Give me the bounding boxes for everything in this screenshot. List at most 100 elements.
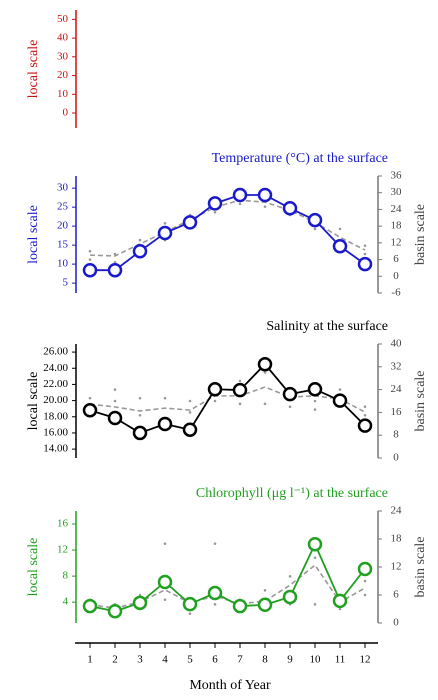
sample-point [138,238,142,242]
sample-point [213,399,217,403]
sample-point [188,411,192,414]
sample-point [238,402,242,406]
y2-tick-label: -6 [391,287,401,299]
y-axis-label: local scale [26,372,41,431]
local-marker [182,422,198,437]
local-marker [257,187,273,203]
local-marker [232,382,248,398]
sample-point [88,249,92,253]
sample-point [313,399,317,403]
y-tick-label: 40 [57,32,69,44]
sample-point [138,413,142,417]
sample-point [213,603,217,606]
y2-axis-label: basin scale [413,204,428,265]
y-tick-label: 5 [63,277,69,289]
local-marker [257,356,273,372]
local-marker [332,393,348,408]
y-tick-label: 15 [57,239,69,251]
local-marker [282,201,298,216]
sample-point [188,399,192,403]
sample-point [113,399,117,403]
local-marker [132,243,148,259]
sample-point [363,413,367,417]
sample-point [113,252,117,256]
sample-point [338,388,342,391]
local-marker [107,410,123,426]
local-marker [207,196,223,211]
sample-point [163,396,167,400]
local-marker [307,382,323,397]
y-tick-label: 0 [63,107,69,119]
local-marker [157,225,173,241]
local-marker [132,425,148,441]
local-marker [207,382,223,397]
local-marker [107,604,123,619]
x-tick-label: 7 [237,654,243,666]
basin-line [89,563,366,609]
local-marker [332,593,348,609]
y2-tick-label: 24 [391,505,403,517]
y2-tick-label: 18 [391,533,403,545]
y2-tick-label: 12 [391,236,402,248]
y2-tick-label: 30 [391,186,403,198]
y2-tick-label: 32 [391,360,402,372]
sample-point [363,252,367,256]
x-tick-label: 11 [335,654,346,666]
x-tick-label: 9 [287,654,293,666]
y2-tick-label: 16 [391,406,403,418]
local-marker [357,256,373,272]
sample-point [313,556,317,559]
local-marker [332,239,348,254]
y-tick-label: 18.00 [43,410,68,422]
y2-tick-label: 6 [393,253,399,265]
y-tick-label: 14.00 [43,443,68,455]
local-line [89,542,366,613]
x-tick-label: 10 [310,654,322,666]
y2-tick-label: 24 [391,383,403,395]
local-marker [257,597,273,613]
y-axis-label: local scale [26,205,41,264]
local-line [90,194,366,272]
y-tick-label: 25 [57,201,69,213]
local-marker [82,403,98,418]
sample-point [138,396,142,400]
local-marker [157,574,173,590]
y2-tick-label: 12 [391,561,402,573]
x-axis-label: Month of Year [189,678,271,693]
sample-point [313,227,317,231]
local-marker [132,595,148,611]
sample-point [263,205,267,208]
y2-axis-label: basin scale [413,370,428,431]
local-marker [307,536,323,552]
y-tick-label: 10 [57,258,69,270]
y2-tick-label: 24 [391,203,403,215]
sample-point [163,598,167,601]
panel-title: Temperature (°C) at the surface [212,151,388,166]
y2-tick-label: 18 [391,220,403,232]
y-tick-label: 26.00 [43,346,68,358]
y-tick-label: 22.00 [43,378,68,390]
local-marker [107,262,123,278]
sample-point [88,258,92,261]
local-marker [157,416,173,432]
y-axis-label: local scale [26,538,41,597]
y2-tick-label: 40 [391,338,403,350]
sample-point [213,210,217,214]
x-tick-label: 12 [360,654,371,666]
sample-point [313,408,317,411]
y-tick-label: 16 [57,518,69,530]
x-tick-label: 1 [87,654,93,666]
local-marker [357,561,373,577]
local-marker [282,589,298,605]
y2-tick-label: 0 [393,617,399,629]
y2-tick-label: 8 [393,429,399,441]
y2-axis-label: basin scale [413,536,428,597]
sample-point [238,379,242,383]
y2-tick-label: 0 [393,452,399,464]
x-tick-label: 4 [162,654,168,666]
sample-point [263,589,267,592]
y-tick-label: 30 [57,50,69,62]
x-tick-label: 8 [262,654,268,666]
